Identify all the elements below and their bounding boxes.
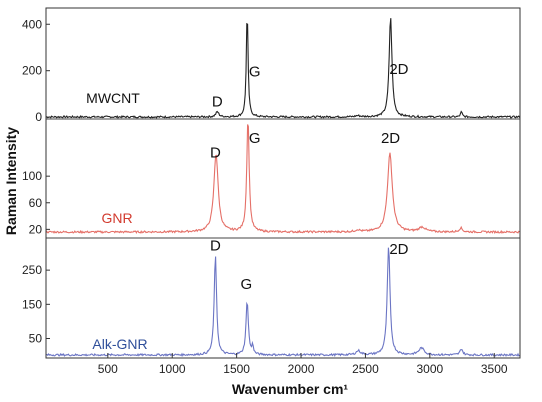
x-tick-label: 500 xyxy=(98,362,118,376)
y-tick-label: 400 xyxy=(22,17,42,31)
peak-label: D xyxy=(210,145,221,162)
series-line-mwcnt xyxy=(45,18,521,119)
y-tick-label: 50 xyxy=(29,332,43,346)
peak-label: D xyxy=(210,237,221,254)
x-tick-label: 3500 xyxy=(481,362,508,376)
series-label: MWCNT xyxy=(86,90,140,106)
plot-area: 0 200 400 MWCNT D G 2D 20 60 100 GNR D G 2D 50 150 250 Al… xyxy=(22,7,521,376)
y-tick-label: 150 xyxy=(22,297,42,311)
y-axis-title: Raman Intensity xyxy=(3,127,19,235)
x-tick-label: 2000 xyxy=(288,362,315,376)
peak-label: D xyxy=(212,94,223,111)
x-axis-title: Wavenumber cm¹ xyxy=(232,381,349,397)
series-line-gnr xyxy=(45,124,520,235)
x-tick-label: 2500 xyxy=(352,362,379,376)
peak-label: G xyxy=(249,64,261,81)
y-tick-label: 200 xyxy=(22,64,42,78)
peak-label: 2D xyxy=(389,61,408,78)
series-label: Alk-GNR xyxy=(92,336,147,352)
x-tick-label: 1500 xyxy=(223,362,250,376)
peak-label: G xyxy=(240,276,252,293)
y-tick-label: 100 xyxy=(22,169,42,183)
series-line-alk-gnr xyxy=(45,247,520,358)
x-tick-label: 3000 xyxy=(416,362,443,376)
y-tick-label: 20 xyxy=(29,222,43,236)
y-tick-label: 250 xyxy=(22,263,42,277)
peak-label: 2D xyxy=(389,241,408,258)
y-tick-label: 60 xyxy=(29,196,43,210)
peak-label: 2D xyxy=(381,130,400,147)
plot-frame xyxy=(45,7,521,359)
y-tick-label: 0 xyxy=(35,110,42,124)
series-label: GNR xyxy=(101,210,132,226)
x-tick-label: 1000 xyxy=(159,362,186,376)
peak-label: G xyxy=(249,130,261,147)
